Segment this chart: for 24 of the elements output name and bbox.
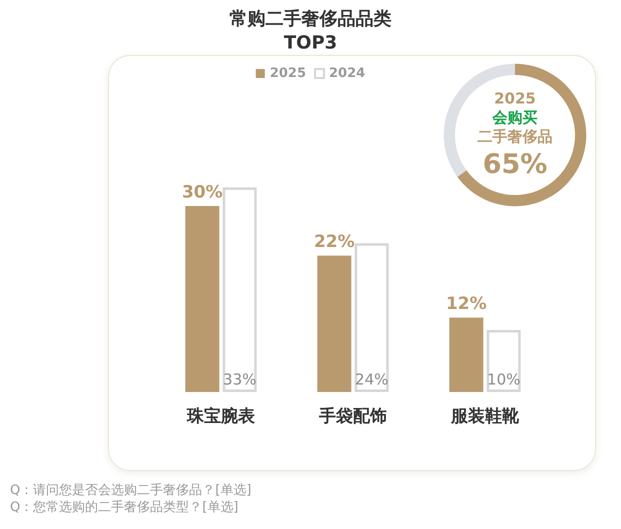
x-tick-label: 服装鞋靴: [450, 406, 520, 426]
bar: [185, 206, 220, 392]
text: Q：请问您是否会选购二手奢侈品？[单选]: [10, 483, 252, 498]
data-label: 65%: [482, 149, 548, 180]
text: 2025: [494, 90, 536, 108]
data-label: 10%: [487, 370, 520, 388]
data-label: 22%: [314, 232, 355, 252]
bar: [317, 256, 352, 392]
bar: [486, 330, 521, 392]
bar: [354, 243, 389, 392]
chart-title: 常购二手奢侈品品类 TOP3: [230, 8, 392, 54]
bar: [449, 318, 484, 392]
legend-label: 2024: [329, 66, 366, 81]
bar: [222, 187, 257, 392]
data-label: 30%: [182, 182, 223, 202]
legend-label: 2025: [270, 66, 306, 81]
data-label: 12%: [446, 294, 487, 314]
data-label: 24%: [355, 370, 388, 388]
x-tick-label: 手袋配饰: [318, 406, 387, 426]
x-tick-label: 珠宝腕表: [186, 406, 256, 426]
text: 会购买: [492, 108, 538, 126]
text: 二手奢侈品: [478, 128, 552, 146]
text: Q：您常选购的二手奢侈品类型？[单选]: [10, 500, 238, 515]
data-label: 33%: [223, 370, 256, 388]
